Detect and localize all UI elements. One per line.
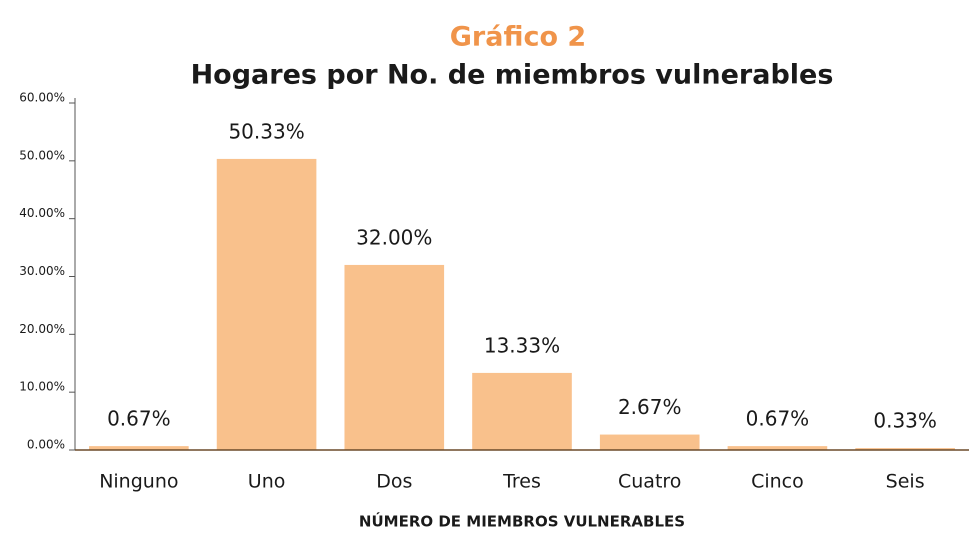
value-label: 0.33%: [873, 409, 937, 433]
value-label: 2.67%: [618, 395, 682, 419]
x-tick-label: Dos: [376, 471, 412, 493]
y-tick-label: 10.00%: [19, 380, 65, 394]
y-tick-label: 40.00%: [19, 206, 65, 220]
x-tick-label: Uno: [248, 471, 286, 493]
x-tick-label: Cinco: [751, 471, 804, 493]
x-tick-label: Cuatro: [618, 471, 681, 493]
value-label: 13.33%: [484, 333, 560, 357]
value-label: 0.67%: [746, 407, 810, 431]
y-tick-label: 30.00%: [19, 264, 65, 278]
x-tick-label: Seis: [886, 471, 925, 493]
y-tick-label: 20.00%: [19, 322, 65, 336]
bar: [216, 158, 317, 450]
y-tick-label: 50.00%: [19, 148, 65, 162]
value-label: 32.00%: [356, 225, 432, 249]
chart-subtitle: Hogares por No. de miembros vulnerables: [191, 60, 834, 91]
bar: [344, 264, 445, 450]
x-tick-label: Tres: [502, 471, 541, 493]
bar: [472, 372, 572, 450]
bar: [599, 434, 700, 450]
x-axis-label: NÚMERO DE MIEMBROS VULNERABLES: [359, 512, 685, 531]
x-tick-label: Ninguno: [99, 471, 178, 493]
value-label: 50.33%: [228, 119, 304, 143]
value-label: 0.67%: [107, 407, 171, 431]
bar: [89, 446, 189, 450]
bar: [855, 448, 955, 450]
bar: [727, 446, 828, 450]
y-tick-label: 0.00%: [27, 438, 65, 452]
y-tick-label: 60.00%: [19, 91, 65, 105]
chart-title: Gráfico 2: [450, 22, 586, 53]
